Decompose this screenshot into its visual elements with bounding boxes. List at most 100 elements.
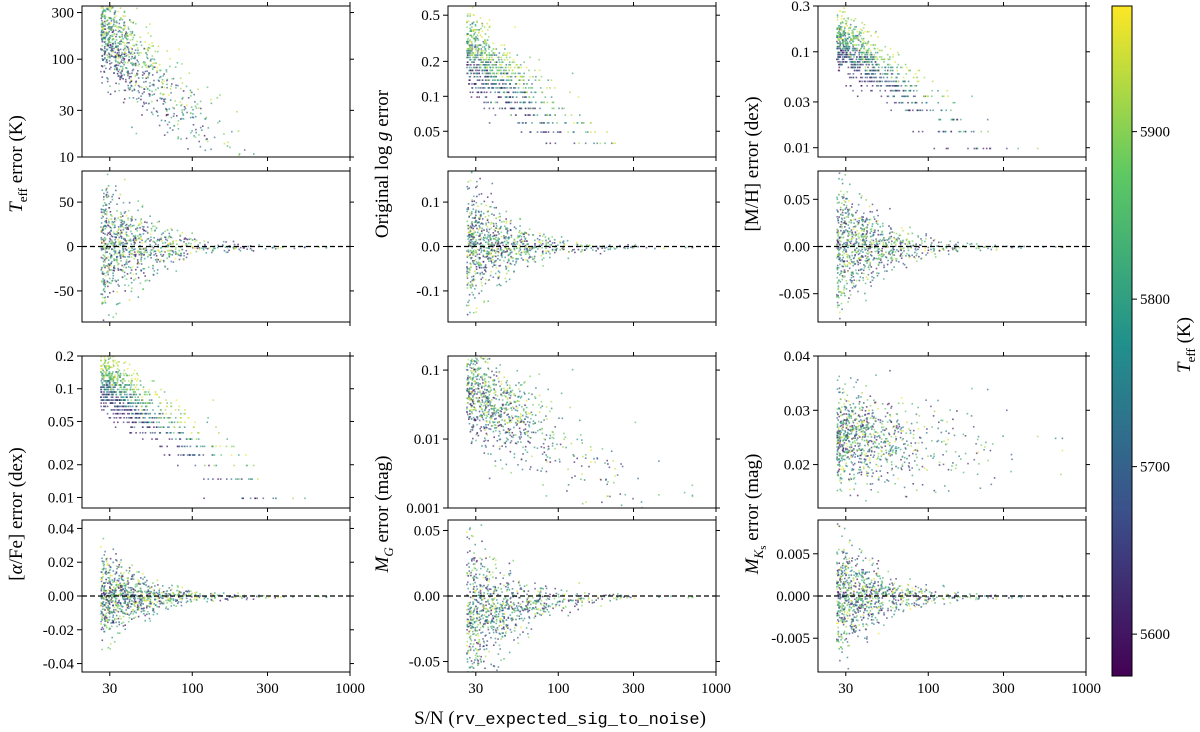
point bbox=[143, 47, 145, 50]
point bbox=[870, 44, 872, 46]
point bbox=[148, 72, 150, 74]
point bbox=[108, 23, 111, 26]
point bbox=[902, 80, 904, 83]
point bbox=[195, 107, 198, 109]
point bbox=[137, 54, 140, 56]
point bbox=[545, 142, 548, 145]
point bbox=[492, 79, 494, 81]
point bbox=[547, 114, 549, 116]
point bbox=[485, 42, 488, 45]
point bbox=[843, 58, 845, 61]
point bbox=[490, 244, 493, 246]
point bbox=[841, 324, 843, 326]
point bbox=[858, 252, 861, 255]
point bbox=[149, 59, 152, 62]
point bbox=[838, 254, 841, 257]
point bbox=[497, 228, 499, 230]
point bbox=[485, 61, 487, 63]
point bbox=[137, 97, 140, 100]
point bbox=[138, 86, 141, 88]
point bbox=[498, 52, 501, 54]
point bbox=[208, 247, 210, 250]
point bbox=[506, 227, 509, 230]
point bbox=[991, 246, 994, 248]
point bbox=[868, 69, 871, 72]
point bbox=[124, 55, 126, 58]
point bbox=[466, 56, 468, 59]
point bbox=[100, 48, 102, 50]
point bbox=[204, 118, 207, 120]
point bbox=[127, 41, 129, 44]
point bbox=[130, 218, 132, 220]
point bbox=[975, 147, 978, 150]
point bbox=[163, 80, 166, 83]
point bbox=[497, 242, 499, 244]
point bbox=[187, 148, 189, 150]
point bbox=[884, 69, 886, 72]
point bbox=[513, 87, 515, 89]
point bbox=[850, 56, 852, 58]
point bbox=[504, 107, 506, 110]
point bbox=[109, 26, 111, 29]
point bbox=[467, 207, 469, 209]
point bbox=[519, 249, 522, 251]
point bbox=[199, 100, 202, 103]
point bbox=[470, 263, 472, 266]
point bbox=[121, 59, 123, 61]
point bbox=[481, 36, 483, 38]
point bbox=[118, 51, 120, 54]
point bbox=[570, 114, 573, 116]
point bbox=[885, 251, 887, 253]
point bbox=[836, 32, 839, 34]
point bbox=[132, 21, 134, 24]
point bbox=[836, 28, 838, 31]
point bbox=[107, 265, 109, 267]
point bbox=[864, 53, 867, 56]
point bbox=[131, 50, 133, 53]
point bbox=[880, 95, 883, 98]
point bbox=[495, 54, 498, 56]
point bbox=[124, 242, 126, 245]
point bbox=[139, 41, 142, 43]
point bbox=[475, 251, 478, 253]
point bbox=[466, 220, 469, 223]
point bbox=[474, 263, 477, 266]
point bbox=[485, 270, 487, 273]
point bbox=[148, 43, 151, 46]
point bbox=[104, 25, 106, 27]
point bbox=[109, 62, 111, 65]
point bbox=[481, 276, 484, 279]
point bbox=[108, 203, 111, 205]
point bbox=[137, 73, 139, 75]
point bbox=[120, 65, 122, 68]
point bbox=[531, 122, 533, 124]
point bbox=[120, 213, 123, 215]
point bbox=[879, 73, 882, 75]
point bbox=[530, 248, 533, 251]
point bbox=[169, 253, 172, 256]
point bbox=[149, 251, 152, 253]
point bbox=[490, 257, 492, 260]
point bbox=[130, 52, 132, 54]
point bbox=[534, 251, 537, 253]
point bbox=[863, 53, 866, 56]
point bbox=[110, 55, 113, 57]
point bbox=[486, 22, 489, 25]
point bbox=[177, 137, 179, 140]
point bbox=[517, 87, 520, 89]
point bbox=[185, 238, 187, 240]
point bbox=[589, 244, 591, 247]
point bbox=[865, 199, 867, 201]
point bbox=[119, 36, 122, 38]
point bbox=[522, 96, 524, 98]
point bbox=[845, 56, 847, 58]
point bbox=[117, 229, 120, 231]
point bbox=[171, 129, 174, 131]
point bbox=[117, 56, 120, 58]
point bbox=[487, 236, 489, 238]
point bbox=[117, 25, 120, 28]
point bbox=[840, 21, 842, 24]
point bbox=[840, 190, 842, 193]
point bbox=[131, 38, 134, 41]
point bbox=[848, 33, 850, 36]
